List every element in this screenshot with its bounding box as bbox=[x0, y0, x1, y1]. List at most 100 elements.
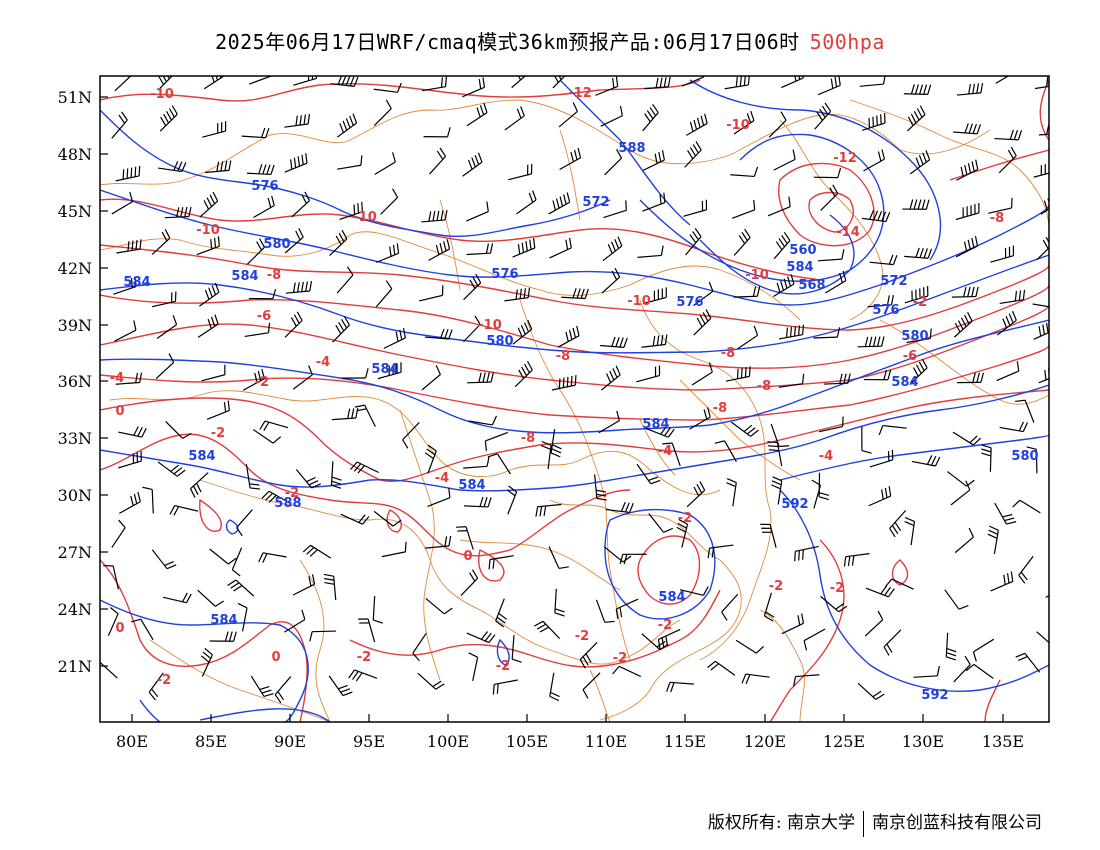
wind-barb bbox=[295, 469, 321, 489]
lat-tick-label: 39N bbox=[58, 316, 92, 335]
lon-tick-label: 105E bbox=[506, 732, 548, 751]
wind-barb bbox=[159, 105, 178, 132]
wind-barb bbox=[601, 267, 621, 294]
wind-barb bbox=[814, 102, 832, 130]
wind-barb bbox=[644, 76, 671, 90]
wind-barb bbox=[203, 76, 225, 90]
wind-barb bbox=[373, 99, 392, 126]
wind-barb bbox=[236, 509, 253, 537]
wind-barb bbox=[463, 456, 490, 469]
wind-barb bbox=[151, 229, 171, 255]
wind-barb bbox=[246, 238, 265, 265]
wind-barb bbox=[463, 315, 481, 343]
wind-barb bbox=[990, 245, 1015, 263]
temperature-label: -12 bbox=[568, 86, 592, 101]
wind-barb bbox=[130, 618, 154, 641]
wind-barb bbox=[725, 366, 751, 382]
wind-barb bbox=[258, 552, 287, 563]
wind-barb bbox=[419, 285, 444, 302]
height-label: 568 bbox=[798, 278, 825, 293]
wind-barb bbox=[603, 546, 632, 563]
copyright-footer: 版权所有: 南京大学 南京创蓝科技有限公司 bbox=[708, 808, 1042, 837]
wind-barb bbox=[733, 110, 755, 135]
wind-barb bbox=[462, 152, 483, 177]
temperature-label: -8 bbox=[721, 346, 735, 361]
wind-barb bbox=[579, 641, 598, 669]
wind-barb bbox=[402, 422, 420, 449]
wind-barb bbox=[375, 280, 393, 308]
wind-barb bbox=[995, 76, 1010, 84]
wind-barb bbox=[637, 245, 664, 258]
wind-barb bbox=[508, 163, 533, 181]
height-label: 580 bbox=[1011, 449, 1038, 464]
wind-barb bbox=[666, 681, 694, 693]
wind-barb bbox=[953, 123, 982, 135]
wind-barb bbox=[157, 461, 186, 477]
wind-barb bbox=[551, 375, 577, 391]
wind-barb bbox=[952, 431, 982, 446]
wind-barb bbox=[1012, 499, 1041, 514]
copyright-right: 南京创蓝科技有限公司 bbox=[872, 813, 1042, 833]
lon-tick-label: 135E bbox=[982, 732, 1024, 751]
wind-barb bbox=[1033, 322, 1049, 340]
wind-barb bbox=[541, 440, 552, 470]
wind-barb bbox=[981, 444, 992, 472]
wind-barb bbox=[466, 243, 494, 256]
wind-barb bbox=[903, 84, 932, 95]
wind-barb bbox=[861, 113, 886, 131]
wind-barb bbox=[328, 675, 353, 697]
wind-barb bbox=[111, 111, 128, 139]
wind-barb bbox=[582, 672, 601, 699]
wind-barb bbox=[731, 199, 756, 219]
wind-barb bbox=[292, 365, 313, 390]
wind-barb bbox=[817, 76, 841, 96]
wind-barb bbox=[600, 105, 623, 127]
wind-barb bbox=[285, 281, 313, 294]
wind-barb bbox=[843, 553, 870, 567]
wind-barb bbox=[1032, 303, 1049, 308]
wind-barb bbox=[511, 76, 527, 89]
wind-barb bbox=[284, 609, 306, 633]
wind-barb bbox=[636, 365, 661, 383]
wind-barb bbox=[504, 287, 531, 302]
wind-barb bbox=[340, 513, 370, 525]
footer-divider bbox=[863, 810, 864, 837]
wind-barb bbox=[685, 228, 702, 256]
wind-barb bbox=[253, 195, 275, 219]
wind-barb bbox=[693, 309, 712, 336]
temperature-label: -8 bbox=[713, 401, 727, 416]
longitude-axis: 80E 85E 90E 95E 100E 105E 110E 115E 120E 125E 130E… bbox=[116, 714, 1024, 751]
wind-barb bbox=[724, 76, 750, 90]
wind-barb bbox=[373, 510, 402, 527]
wind-barb bbox=[197, 314, 219, 338]
wind-barb bbox=[151, 291, 177, 308]
height-label: 584 bbox=[371, 362, 398, 377]
wind-barb bbox=[955, 235, 979, 258]
wind-barb bbox=[506, 485, 518, 515]
wind-barb bbox=[231, 547, 243, 577]
wind-barb bbox=[165, 421, 192, 439]
wind-barb bbox=[811, 479, 822, 509]
wind-barb bbox=[859, 76, 886, 87]
wind-barb bbox=[686, 481, 706, 508]
wind-barb bbox=[683, 199, 708, 217]
wind-barb bbox=[735, 639, 765, 654]
wind-barb bbox=[114, 76, 132, 92]
wind-barb bbox=[615, 598, 639, 619]
wind-barb bbox=[157, 76, 173, 91]
temperature-label: -10 bbox=[353, 210, 377, 225]
wind-barb bbox=[460, 569, 479, 596]
wind-barb bbox=[994, 129, 1023, 141]
lon-tick-label: 100E bbox=[427, 732, 469, 751]
wind-barb bbox=[350, 461, 379, 474]
wind-barb bbox=[863, 149, 886, 172]
wind-barb bbox=[466, 201, 489, 222]
height-label: 592 bbox=[781, 497, 808, 512]
wind-barb bbox=[730, 166, 759, 178]
height-label: 580 bbox=[901, 329, 928, 344]
wind-barb bbox=[241, 127, 270, 139]
lon-tick-label: 120E bbox=[744, 732, 786, 751]
wind-barb bbox=[554, 588, 565, 617]
wind-barb bbox=[261, 490, 291, 504]
